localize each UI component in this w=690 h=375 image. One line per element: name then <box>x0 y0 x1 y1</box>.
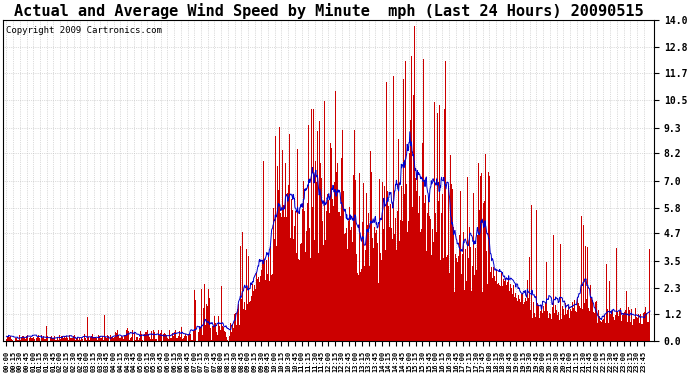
Title: Actual and Average Wind Speed by Minute  mph (Last 24 Hours) 20090515: Actual and Average Wind Speed by Minute … <box>14 3 643 19</box>
Text: Copyright 2009 Cartronics.com: Copyright 2009 Cartronics.com <box>6 26 162 35</box>
